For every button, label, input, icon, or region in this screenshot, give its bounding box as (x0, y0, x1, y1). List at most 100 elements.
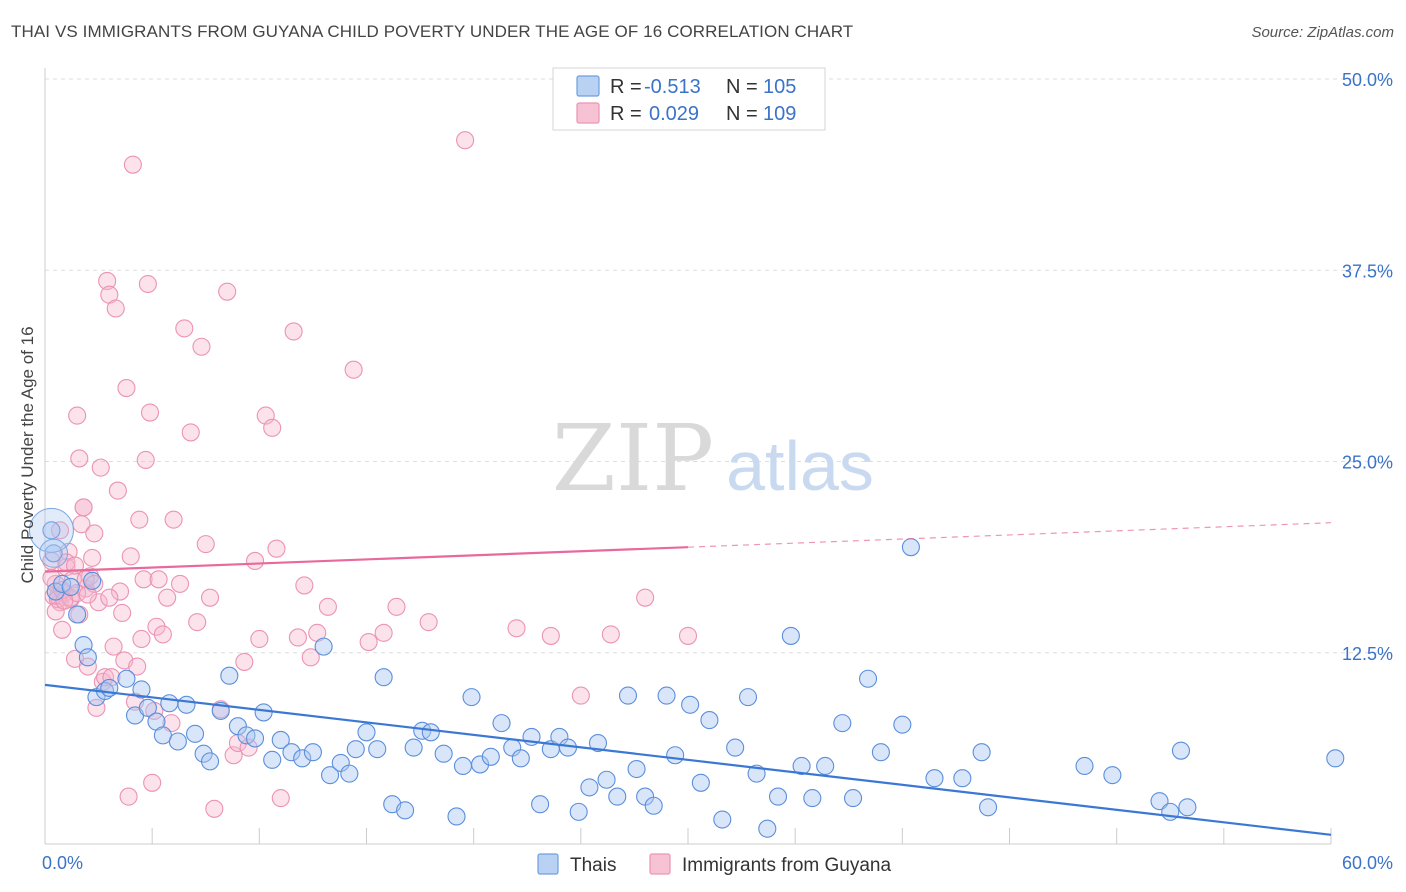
thais-point (713, 810, 732, 829)
guyana-point (123, 155, 142, 174)
y-tick-label: 12.5% (1342, 644, 1393, 664)
trend-line-dashed (687, 522, 1332, 548)
thais-point (1150, 792, 1169, 811)
guyana-point (121, 547, 140, 566)
legend-n-label-guyana: N = (726, 103, 758, 125)
thais-point (44, 544, 63, 563)
guyana-point (196, 535, 215, 554)
trend-lines (44, 522, 1332, 836)
thais-point (462, 688, 481, 707)
thais-point (42, 521, 61, 540)
thais-point (374, 668, 393, 687)
thais-point (303, 743, 322, 762)
thais-point (1171, 741, 1191, 760)
thais-point (471, 755, 490, 774)
guyana-point (74, 498, 93, 517)
guyana-point (205, 799, 224, 818)
legend-n-value-guyana: 109 (763, 103, 796, 125)
guyana-point (42, 568, 61, 587)
thais-point (618, 686, 638, 705)
thais-point (132, 680, 151, 699)
guyana-point (218, 282, 237, 301)
thais-point-large (39, 538, 69, 568)
thais-point (681, 695, 700, 714)
thais-point (511, 749, 530, 768)
thais-point (185, 724, 205, 743)
thais-point (293, 749, 312, 768)
guyana-point (108, 481, 127, 500)
thais-point (580, 778, 599, 797)
thais-point (1178, 798, 1197, 817)
guyana-point (601, 625, 620, 644)
guyana-point (541, 626, 560, 645)
guyana-point (158, 588, 177, 607)
watermark-atlas: atlas (726, 427, 874, 505)
guyana-point (263, 418, 282, 437)
guyana-point (678, 626, 698, 645)
thais-point (340, 764, 359, 783)
thais-point (271, 730, 290, 750)
guyana-point (181, 423, 200, 442)
stats-legend: R = -0.513 N = 105 R = 0.029 N = 109 (552, 67, 826, 131)
bottom-legend-label-thais: Thais (570, 855, 616, 876)
guyana-point (374, 623, 393, 642)
thais-point (657, 686, 676, 705)
thais-point (925, 769, 944, 788)
thais-point (901, 538, 920, 557)
legend-r-value-guyana: 0.029 (649, 103, 699, 125)
y-tick-label: 50.0% (1342, 70, 1393, 90)
guyana-point (359, 632, 378, 652)
bottom-legend-swatch-guyana (649, 853, 671, 875)
thais-point (972, 743, 991, 762)
thais-point (404, 738, 423, 757)
guyana-point (571, 686, 590, 705)
guyana-point (128, 657, 147, 676)
guyana-point (507, 619, 526, 638)
watermark: ZIP atlas (552, 405, 874, 512)
guyana-point (138, 274, 157, 294)
thais-point (447, 807, 466, 826)
grid-lines (45, 78, 1392, 654)
y-tick-label: 25.0% (1342, 453, 1393, 473)
thais-point (177, 695, 196, 714)
thais-point (168, 732, 187, 751)
guyana-point (85, 574, 104, 593)
thais-point (194, 744, 213, 763)
thais-point (346, 740, 365, 759)
guyana-point (53, 620, 72, 639)
guyana-point (200, 588, 220, 607)
legend-swatch-thais (576, 75, 600, 97)
guyana-point (78, 585, 97, 604)
guyana-point (267, 539, 286, 558)
chart-title: THAI VS IMMIGRANTS FROM GUYANA CHILD POV… (11, 22, 854, 41)
trend-line-solid (44, 546, 689, 573)
y-tick-label: 37.5% (1342, 261, 1393, 281)
guyana-point (235, 652, 254, 671)
thais-point (843, 789, 863, 808)
guyana-point (140, 403, 160, 422)
guyana-point (192, 337, 211, 356)
guyana-point (164, 510, 183, 529)
guyana-point (100, 588, 119, 607)
guyana-point (89, 593, 108, 612)
guyana-point (143, 773, 162, 792)
guyana-point (91, 458, 110, 477)
guyana-point (113, 603, 132, 623)
guyana-point (456, 131, 475, 150)
guyana-point (110, 582, 130, 601)
thais-point (666, 746, 685, 765)
guyana-point (117, 379, 136, 398)
guyana-point (134, 570, 153, 589)
thais-point (160, 694, 179, 713)
thais-point (138, 698, 157, 717)
legend-n-value-thais: 105 (763, 76, 796, 98)
axes (44, 68, 1332, 845)
thais-point (816, 756, 835, 776)
thais-point (220, 666, 239, 685)
thais-point (781, 626, 800, 645)
thais-point (83, 571, 102, 590)
guyana-point (98, 271, 117, 291)
thais-point (263, 750, 282, 769)
bottom-legend-swatch-thais (537, 853, 559, 875)
